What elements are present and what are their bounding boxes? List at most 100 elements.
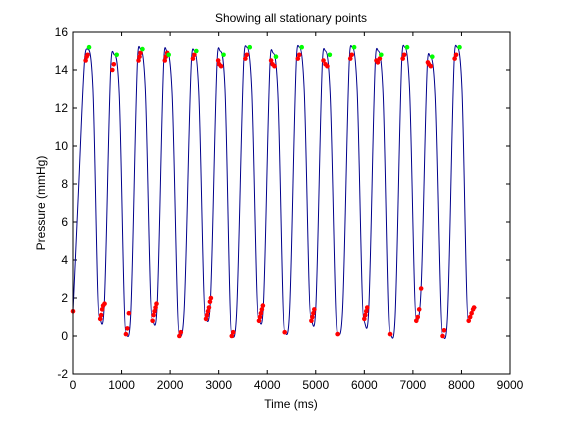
minimum-marker (311, 310, 316, 316)
maximum-marker (268, 58, 274, 63)
maximum-marker (404, 44, 410, 50)
minimum-marker (415, 314, 421, 320)
minimum-marker (257, 314, 263, 320)
maximum-marker (452, 56, 457, 61)
chart-title: Showing all stationary points (215, 11, 367, 25)
maximum-marker (375, 60, 381, 65)
x-tick-label: 8000 (448, 378, 475, 392)
y-tick-label: 0 (61, 329, 68, 343)
minimum-marker (471, 305, 477, 310)
minimum-marker (363, 312, 368, 318)
x-tick-label: 7000 (400, 378, 427, 392)
maximum-marker (247, 44, 253, 50)
minimum-marker (413, 318, 419, 324)
plot-area (73, 32, 510, 374)
y-axis-label: Pressure (mmHg) (34, 156, 48, 251)
minimum-marker (153, 305, 158, 310)
minimum-marker (98, 312, 104, 318)
minimum-marker (206, 305, 212, 310)
minimum-marker (207, 299, 213, 305)
x-tick-label: 6000 (351, 378, 378, 392)
maximum-marker (138, 50, 143, 56)
y-tick-label: 14 (55, 63, 69, 77)
maximum-marker (244, 52, 250, 58)
minimum-marker (205, 309, 211, 314)
maximum-marker (351, 44, 357, 50)
maximum-marker (400, 56, 405, 61)
maximum-marker (349, 52, 355, 58)
minimum-marker (466, 318, 472, 324)
minimum-marker (416, 307, 422, 312)
minimum-marker (152, 309, 157, 314)
maximum-marker (140, 46, 145, 52)
y-tick-label: 2 (61, 291, 68, 305)
maximum-marker (347, 56, 353, 61)
maximum-marker (162, 58, 168, 63)
minimum-marker (123, 331, 129, 337)
maximum-marker (243, 56, 248, 61)
minimum-marker (362, 316, 367, 322)
maximum-marker (137, 54, 142, 59)
minimum-marker (230, 329, 236, 335)
maximum-marker (273, 54, 279, 59)
maximum-marker (85, 52, 90, 58)
x-tick-label: 1000 (108, 378, 135, 392)
minimum-marker (102, 301, 107, 307)
minimum-marker (151, 312, 156, 318)
maximum-marker (190, 56, 196, 61)
minimum-marker (208, 295, 214, 301)
minimum-marker (363, 309, 369, 314)
minimum-marker (204, 312, 210, 318)
x-tick-label: 3000 (205, 378, 232, 392)
minimum-marker (203, 316, 209, 322)
minimum-marker (126, 310, 132, 316)
maximum-marker (136, 58, 141, 63)
y-tick-label: 8 (61, 177, 68, 191)
maximum-marker (83, 58, 88, 63)
maximum-marker (321, 58, 326, 63)
y-tick-label: 12 (55, 101, 69, 115)
maximum-marker (430, 54, 435, 59)
maximum-marker (327, 52, 333, 58)
minimum-marker (229, 333, 235, 339)
minimum-marker (441, 328, 447, 333)
maximum-marker (299, 44, 304, 50)
minimum-marker (440, 333, 445, 339)
maximum-marker (428, 63, 434, 69)
x-tick-label: 5000 (302, 378, 329, 392)
maximum-marker (110, 67, 115, 73)
maximum-marker (218, 63, 224, 69)
maximum-marker (295, 56, 301, 61)
x-tick-label: 2000 (157, 378, 184, 392)
maximum-marker (379, 52, 384, 58)
y-tick-label: 10 (55, 139, 69, 153)
minimum-marker (154, 301, 159, 307)
maximum-marker (194, 48, 199, 54)
y-tick-label: -2 (57, 367, 68, 381)
maximum-marker (215, 58, 221, 63)
minimum-marker (467, 314, 473, 320)
x-axis-label: Time (ms) (264, 397, 318, 411)
maxima-markers (83, 44, 462, 73)
minimum-marker (99, 307, 105, 312)
x-tick-label: 9000 (497, 378, 524, 392)
maximum-marker (325, 63, 330, 69)
minimum-marker (282, 329, 288, 335)
minimum-marker (178, 329, 184, 335)
axes-box (72, 31, 511, 375)
minimum-marker (125, 326, 130, 331)
maximum-marker (457, 44, 462, 50)
y-tick-label: 16 (55, 25, 69, 39)
minimum-marker (469, 310, 474, 316)
axis-ticks: 0 1000 2000 3000 4000 5000 6000 7000 8000 9000-20… (55, 25, 524, 392)
maximum-marker (86, 44, 92, 50)
minimum-marker (335, 331, 340, 337)
minimum-marker (177, 333, 182, 339)
maximum-marker (221, 52, 226, 58)
minimum-marker (256, 318, 262, 324)
maximum-marker (272, 63, 277, 69)
minimum-marker (150, 318, 155, 324)
maximum-marker (377, 56, 383, 61)
